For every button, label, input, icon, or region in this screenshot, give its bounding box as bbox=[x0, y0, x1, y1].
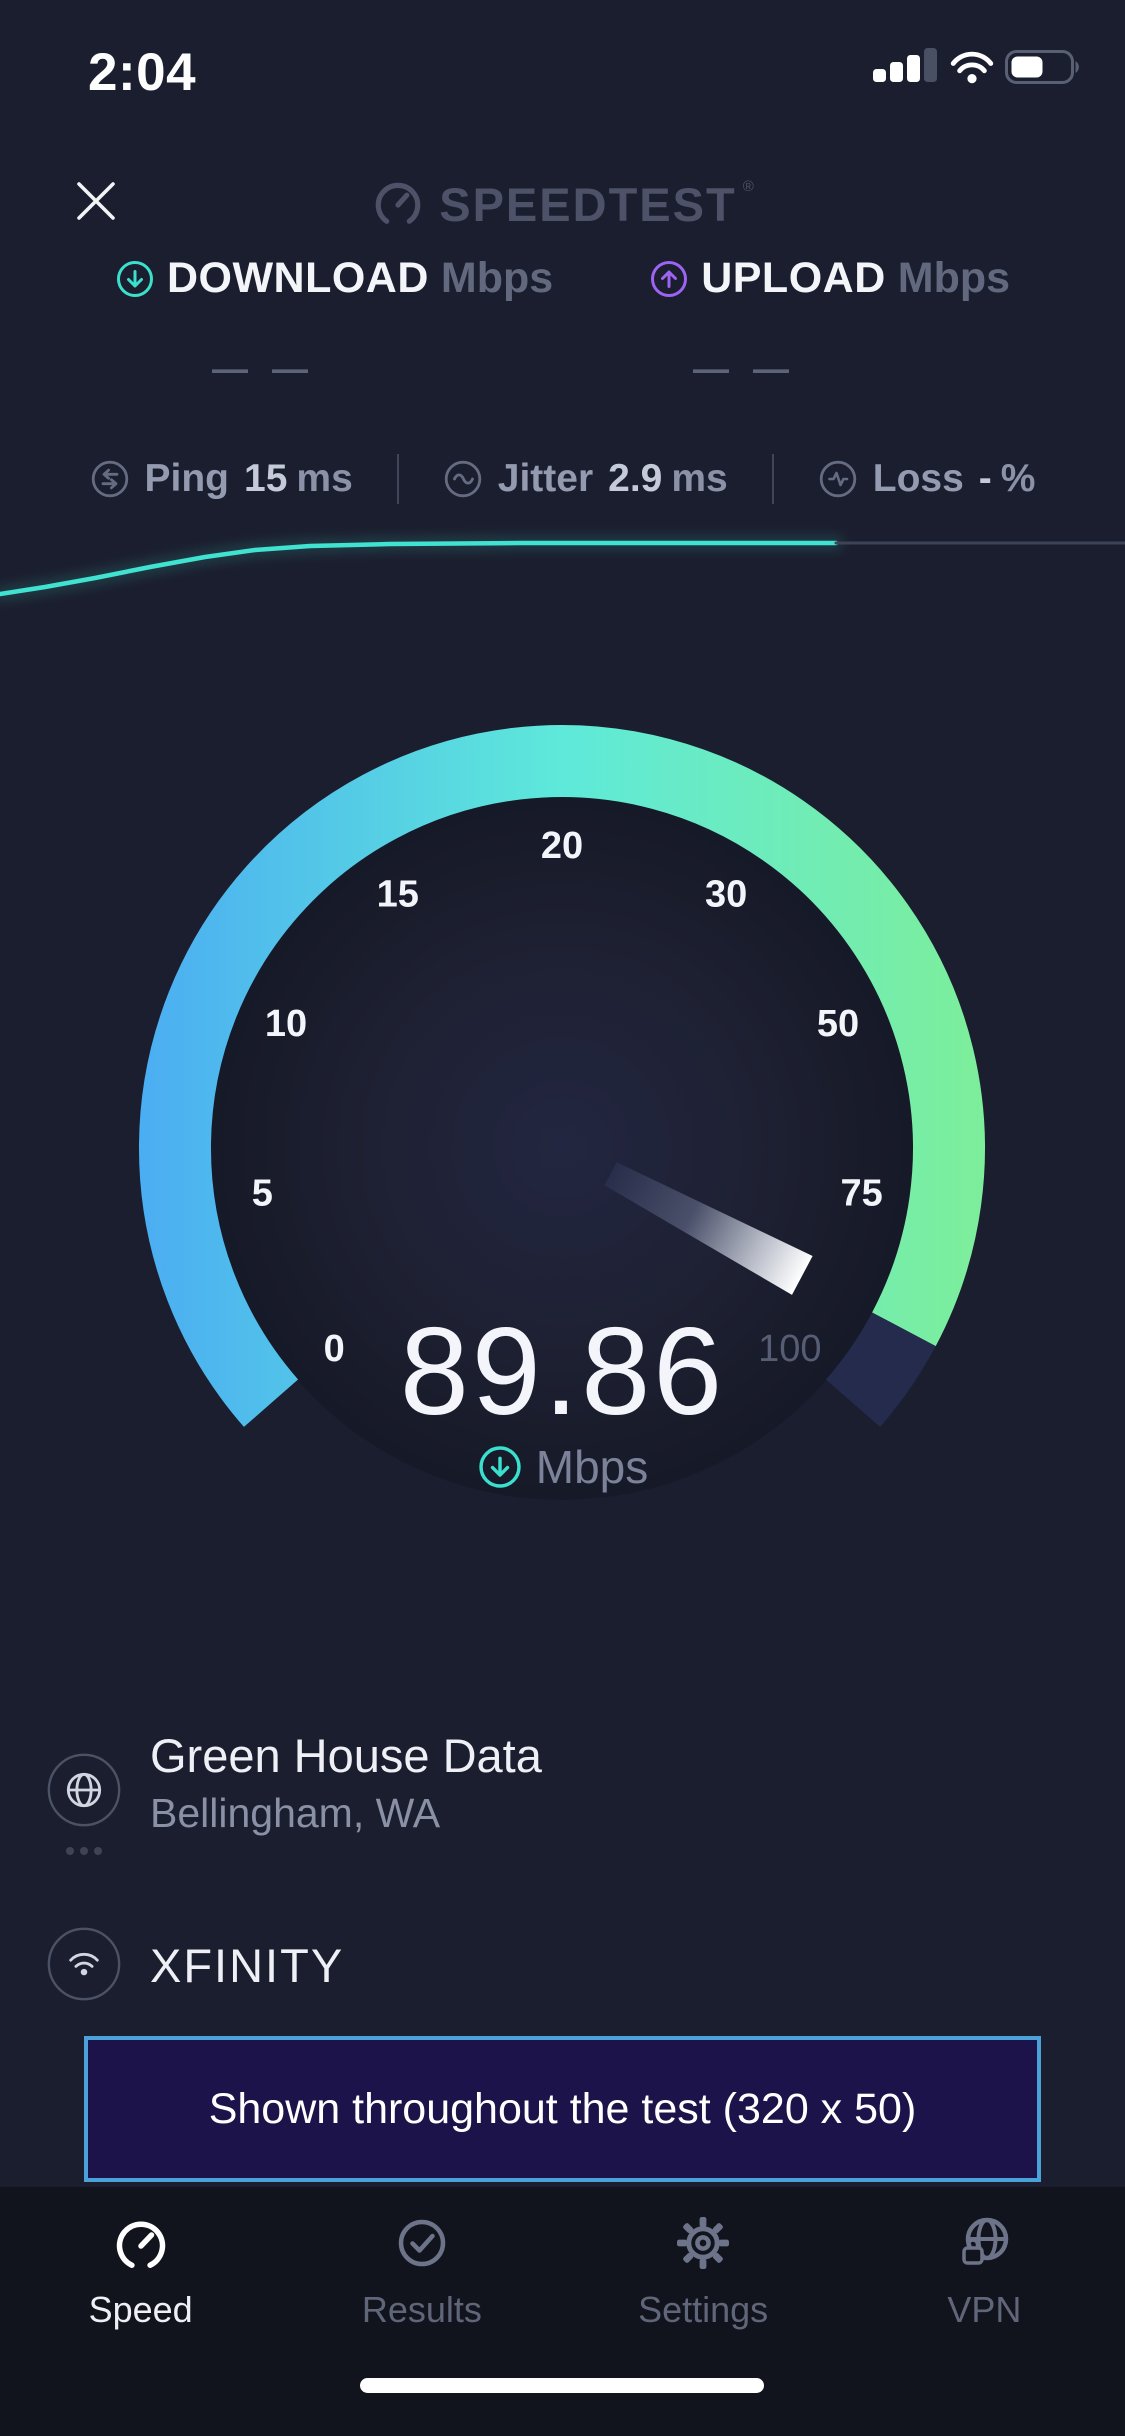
upload-label: UPLOAD bbox=[701, 254, 886, 302]
upload-arrow-icon bbox=[651, 260, 688, 297]
ping-icon bbox=[91, 460, 128, 498]
tab-speed-label: Speed bbox=[88, 2289, 193, 2330]
close-button[interactable] bbox=[70, 174, 124, 228]
cellular-signal-icon bbox=[873, 48, 937, 82]
close-icon bbox=[77, 182, 115, 220]
download-arrow-badge-icon bbox=[479, 1446, 521, 1488]
gauge-needle bbox=[604, 1162, 813, 1295]
jitter-value: 2.9 bbox=[608, 457, 663, 500]
tab-settings[interactable]: Settings bbox=[563, 2187, 844, 2436]
ping-unit: ms bbox=[296, 457, 353, 500]
ping-value: 15 bbox=[244, 457, 288, 500]
loss-label: Loss bbox=[872, 457, 964, 500]
battery-icon bbox=[1005, 50, 1079, 84]
gauge-tick-label: 50 bbox=[817, 1003, 859, 1045]
ping-stat: Ping 15 ms bbox=[90, 457, 353, 501]
connection-stats-row: Ping 15 ms Jitter 2.9 ms Loss - % bbox=[0, 448, 1125, 510]
status-icons bbox=[873, 48, 1083, 84]
download-arrow-icon bbox=[116, 260, 153, 297]
upload-metric-header: UPLOAD Mbps bbox=[649, 254, 1010, 303]
isp-wifi-icon bbox=[47, 1927, 121, 2001]
speedtest-logo-icon bbox=[375, 182, 421, 224]
server-location: Bellingham, WA bbox=[150, 1790, 441, 1836]
loss-stat: Loss - % bbox=[818, 457, 1036, 501]
gauge-tick-label: 20 bbox=[541, 825, 583, 867]
download-value-placeholder: — — bbox=[212, 348, 316, 389]
wifi-icon bbox=[950, 51, 994, 84]
tab-speed[interactable]: Speed bbox=[0, 2187, 281, 2436]
gauge-tick-label: 30 bbox=[705, 873, 747, 915]
download-speed-unit-row: Mbps bbox=[0, 1440, 1125, 1494]
server-dots-icon bbox=[66, 1847, 102, 1855]
jitter-stat: Jitter 2.9 ms bbox=[443, 457, 728, 501]
download-sparkline bbox=[0, 536, 1125, 601]
gauge-tick-label: 75 bbox=[841, 1173, 883, 1215]
loss-value: - bbox=[978, 457, 992, 500]
loss-icon bbox=[819, 460, 856, 498]
tab-bar: Speed Results bbox=[0, 2187, 1125, 2436]
download-speed-unit: Mbps bbox=[535, 1441, 649, 1493]
jitter-label: Jitter bbox=[497, 457, 594, 500]
server-name: Green House Data bbox=[150, 1729, 542, 1782]
status-time: 2:04 bbox=[88, 43, 197, 102]
jitter-unit: ms bbox=[671, 457, 728, 500]
results-check-icon bbox=[398, 2219, 446, 2267]
jitter-icon bbox=[444, 460, 481, 498]
download-label: DOWNLOAD bbox=[166, 254, 429, 302]
gauge-tick-label: 15 bbox=[377, 873, 419, 915]
tab-settings-label: Settings bbox=[638, 2289, 769, 2330]
upload-unit: Mbps bbox=[897, 254, 1011, 302]
stats-divider bbox=[771, 454, 774, 504]
metrics-header-row: DOWNLOAD Mbps UPLOAD Mbps bbox=[0, 254, 1125, 303]
ping-label: Ping bbox=[144, 457, 230, 500]
download-unit: Mbps bbox=[440, 254, 554, 302]
home-indicator[interactable] bbox=[360, 2378, 764, 2393]
logo-trademark: ® bbox=[742, 178, 754, 195]
settings-gear-icon bbox=[677, 2217, 730, 2269]
stats-divider bbox=[396, 454, 399, 504]
download-progress bbox=[0, 540, 839, 597]
ad-banner-text: Shown throughout the test (320 x 50) bbox=[208, 2084, 917, 2133]
download-metric-header: DOWNLOAD Mbps bbox=[115, 254, 553, 303]
loss-unit: % bbox=[1000, 457, 1036, 500]
gauge-tick-label: 10 bbox=[265, 1003, 307, 1045]
download-speed-value: 89.86 bbox=[399, 1303, 726, 1441]
tab-results[interactable]: Results bbox=[281, 2187, 562, 2436]
tab-vpn-label: VPN bbox=[947, 2289, 1022, 2330]
ad-banner[interactable]: Shown throughout the test (320 x 50) bbox=[84, 2036, 1041, 2182]
isp-name: XFINITY bbox=[150, 1939, 345, 1992]
vpn-globe-lock-icon bbox=[962, 2217, 1009, 2265]
speed-gauge-icon bbox=[116, 2221, 165, 2268]
gauge-tick-label: 5 bbox=[252, 1173, 273, 1215]
speedtest-logo-text: SPEEDTEST bbox=[439, 177, 737, 231]
server-globe-icon bbox=[47, 1753, 121, 1827]
tab-vpn[interactable]: VPN bbox=[844, 2187, 1125, 2436]
upload-value-placeholder: — — bbox=[693, 348, 797, 389]
speedtest-logo: SPEEDTEST ® bbox=[0, 176, 1125, 232]
tab-results-label: Results bbox=[361, 2289, 482, 2330]
